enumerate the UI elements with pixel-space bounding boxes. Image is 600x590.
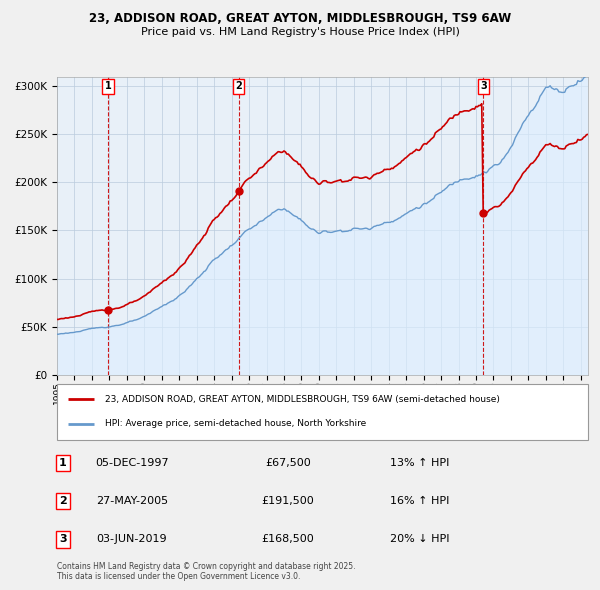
Text: 1: 1 xyxy=(105,81,112,91)
FancyBboxPatch shape xyxy=(57,384,588,440)
Text: 2: 2 xyxy=(59,496,67,506)
Text: 23, ADDISON ROAD, GREAT AYTON, MIDDLESBROUGH, TS9 6AW (semi-detached house): 23, ADDISON ROAD, GREAT AYTON, MIDDLESBR… xyxy=(105,395,500,404)
Text: 16% ↑ HPI: 16% ↑ HPI xyxy=(391,496,449,506)
Text: 23, ADDISON ROAD, GREAT AYTON, MIDDLESBROUGH, TS9 6AW: 23, ADDISON ROAD, GREAT AYTON, MIDDLESBR… xyxy=(89,12,511,25)
Text: 1: 1 xyxy=(59,458,67,468)
Text: 20% ↓ HPI: 20% ↓ HPI xyxy=(390,535,450,545)
Text: 13% ↑ HPI: 13% ↑ HPI xyxy=(391,458,449,468)
Text: 3: 3 xyxy=(480,81,487,91)
Text: £67,500: £67,500 xyxy=(265,458,311,468)
Text: £168,500: £168,500 xyxy=(262,535,314,545)
Text: 05-DEC-1997: 05-DEC-1997 xyxy=(95,458,169,468)
Text: Contains HM Land Registry data © Crown copyright and database right 2025.
This d: Contains HM Land Registry data © Crown c… xyxy=(57,562,355,581)
Text: 27-MAY-2005: 27-MAY-2005 xyxy=(96,496,168,506)
Text: 3: 3 xyxy=(59,535,67,545)
Text: 2: 2 xyxy=(235,81,242,91)
Text: £191,500: £191,500 xyxy=(262,496,314,506)
Text: Price paid vs. HM Land Registry's House Price Index (HPI): Price paid vs. HM Land Registry's House … xyxy=(140,28,460,37)
Text: HPI: Average price, semi-detached house, North Yorkshire: HPI: Average price, semi-detached house,… xyxy=(105,419,366,428)
Text: 03-JUN-2019: 03-JUN-2019 xyxy=(97,535,167,545)
